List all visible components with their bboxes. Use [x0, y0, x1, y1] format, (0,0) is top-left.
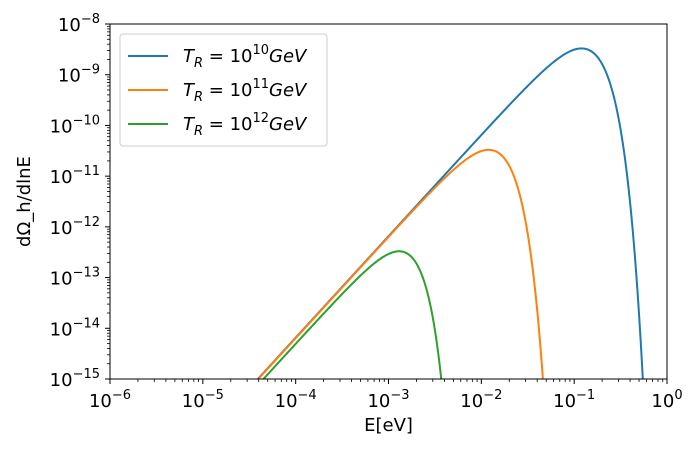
- y-axis-label-text: dΩ_h/dlnE: [14, 156, 35, 247]
- y-tick-label: 10−12: [50, 215, 100, 239]
- y-axis-label: dΩ_h/dlnE: [14, 156, 35, 247]
- series-line: [262, 250, 443, 379]
- x-axis-ticks: 10−6 10−5 10−4 10−3 10−2 10−1 100: [89, 379, 683, 412]
- x-axis-label: E[eV]: [364, 415, 413, 436]
- series-line: [256, 148, 544, 379]
- plot-lines: [256, 47, 644, 379]
- y-tick-label: 10−10: [50, 113, 100, 137]
- legend: TR = 1010GeV TR = 1011GeV TR = 1012GeV: [119, 33, 328, 147]
- legend-entry: TR = 1010GeV: [183, 43, 308, 71]
- x-tick-label: 10−3: [367, 388, 409, 412]
- x-tick-label: 10−1: [553, 388, 595, 412]
- x-tick-label: 10−4: [275, 388, 317, 412]
- y-tick-label: 10−15: [50, 367, 100, 391]
- y-tick-label: 10−9: [58, 63, 100, 87]
- y-tick-label: 10−11: [50, 164, 100, 188]
- legend-box: [119, 33, 328, 147]
- y-tick-label: 10−8: [58, 12, 100, 36]
- y-tick-label: 10−13: [50, 266, 100, 290]
- legend-entry: TR = 1011GeV: [183, 77, 308, 105]
- y-axis-ticks: 10−15 10−14 10−13 10−12 10−11 10−10 10−9 10−8: [50, 12, 110, 391]
- x-tick-label: 10−6: [89, 388, 131, 412]
- x-tick-label: 100: [651, 388, 682, 412]
- y-tick-label: 10−14: [50, 316, 100, 340]
- x-tick-label: 10−5: [182, 388, 224, 412]
- legend-entry: TR = 1012GeV: [183, 111, 308, 139]
- x-tick-label: 10−2: [460, 388, 502, 412]
